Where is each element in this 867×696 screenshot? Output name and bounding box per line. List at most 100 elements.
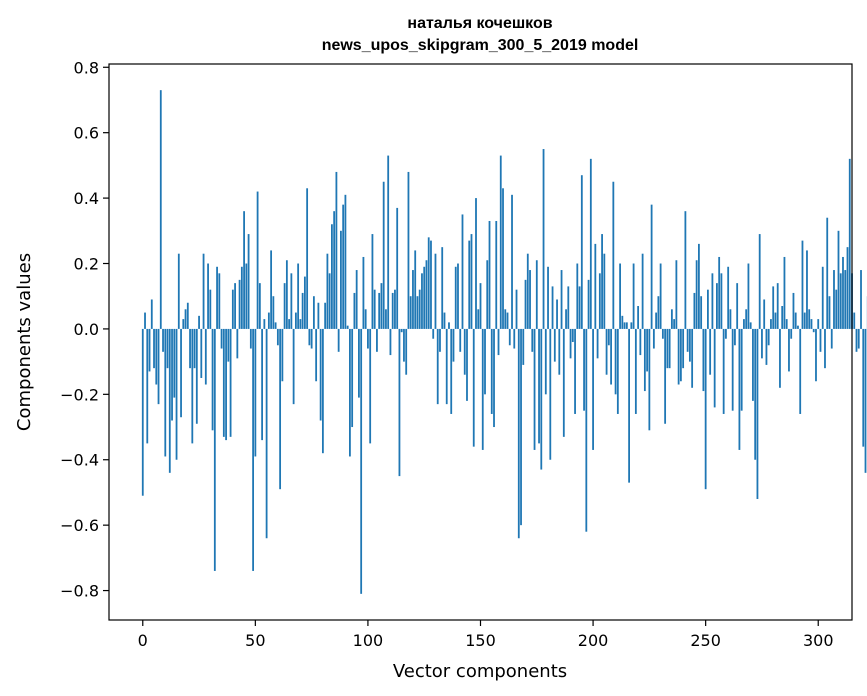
bar-222 <box>641 253 644 329</box>
bar-313 <box>846 247 849 329</box>
bar-32 <box>213 328 216 571</box>
bar-72 <box>303 276 306 329</box>
bar-263 <box>734 328 736 346</box>
bar-59 <box>274 322 277 329</box>
bar-39 <box>229 328 232 437</box>
bar-206 <box>605 328 608 375</box>
bar-45 <box>243 211 245 329</box>
bar-255 <box>716 283 718 329</box>
x-axis-ticks: 0 50 100 150 200 250 300 <box>138 620 834 650</box>
bar-178 <box>542 149 545 329</box>
bar-118 <box>407 171 410 329</box>
bar-27 <box>202 253 205 329</box>
bar-247 <box>698 243 700 329</box>
bar-190 <box>569 328 572 359</box>
bar-245 <box>693 292 696 329</box>
bar-259 <box>725 328 727 339</box>
bar-279 <box>770 319 772 329</box>
bar-310 <box>839 273 842 329</box>
y-tick-label: 0.6 <box>74 124 99 143</box>
bar-236 <box>673 319 676 329</box>
bar-220 <box>637 306 640 329</box>
bar-115 <box>400 328 403 333</box>
bar-292 <box>799 328 802 414</box>
bar-78 <box>317 302 320 329</box>
bar-17 <box>180 328 182 418</box>
bar-233 <box>666 328 669 369</box>
bar-89 <box>342 204 345 329</box>
bar-88 <box>340 230 342 329</box>
bar-113 <box>396 207 399 329</box>
bar-265 <box>738 328 741 450</box>
bar-256 <box>718 256 721 329</box>
x-tick-label: 50 <box>245 631 265 650</box>
bar-316 <box>853 312 856 329</box>
bar-244 <box>691 328 694 388</box>
bar-61 <box>279 328 282 490</box>
bar-1 <box>144 312 146 329</box>
bar-65 <box>288 319 291 329</box>
y-tick-label: 0.0 <box>74 320 99 339</box>
bar-18 <box>182 319 185 329</box>
bars-group <box>141 90 867 594</box>
bar-276 <box>763 299 766 329</box>
bar-137 <box>450 328 453 414</box>
y-tick-label: −0.2 <box>60 385 99 404</box>
bar-160 <box>502 188 504 329</box>
bar-184 <box>556 299 558 329</box>
bar-286 <box>785 319 788 329</box>
bar-8 <box>159 90 162 329</box>
bar-180 <box>547 266 549 329</box>
bar-54 <box>263 319 266 329</box>
bar-122 <box>416 296 419 329</box>
bar-252 <box>709 328 712 375</box>
y-axis-label: Components values <box>14 253 35 431</box>
bar-6 <box>155 328 158 385</box>
bar-174 <box>533 328 536 450</box>
bar-144 <box>466 328 468 401</box>
bar-300 <box>817 319 820 329</box>
bar-159 <box>499 155 502 329</box>
bar-141 <box>459 328 462 352</box>
y-tick-label: 0.4 <box>74 189 99 208</box>
bar-314 <box>848 158 851 329</box>
bar-24 <box>195 328 198 424</box>
bar-253 <box>711 273 714 329</box>
bar-318 <box>857 328 860 349</box>
bar-155 <box>490 328 493 414</box>
bar-57 <box>270 250 273 329</box>
bar-274 <box>758 234 761 329</box>
bar-294 <box>803 312 806 329</box>
y-tick-label: 0.2 <box>74 255 99 274</box>
bar-33 <box>216 266 218 329</box>
bar-128 <box>430 240 432 329</box>
bar-130 <box>434 253 437 329</box>
bar-3 <box>148 328 151 372</box>
bar-76 <box>312 296 315 329</box>
bar-140 <box>457 263 459 329</box>
bar-87 <box>337 328 340 352</box>
bar-49 <box>252 328 254 571</box>
bar-161 <box>504 309 507 329</box>
bar-209 <box>612 181 615 329</box>
bar-306 <box>830 328 833 349</box>
bar-281 <box>774 312 777 329</box>
bar-95 <box>355 270 358 329</box>
bar-105 <box>378 292 381 329</box>
bar-62 <box>281 328 284 382</box>
x-tick-label: 100 <box>353 631 384 650</box>
bar-111 <box>391 292 394 329</box>
bar-133 <box>441 247 444 329</box>
bar-166 <box>515 289 518 329</box>
bar-196 <box>583 328 585 411</box>
bar-271 <box>752 328 754 401</box>
bar-132 <box>439 328 441 352</box>
bar-152 <box>484 328 486 395</box>
bar-74 <box>308 328 311 346</box>
bar-15 <box>175 328 178 460</box>
bar-142 <box>461 214 464 329</box>
bar-295 <box>806 250 808 329</box>
bar-169 <box>522 328 525 365</box>
bar-289 <box>792 292 795 329</box>
bar-173 <box>531 328 534 352</box>
